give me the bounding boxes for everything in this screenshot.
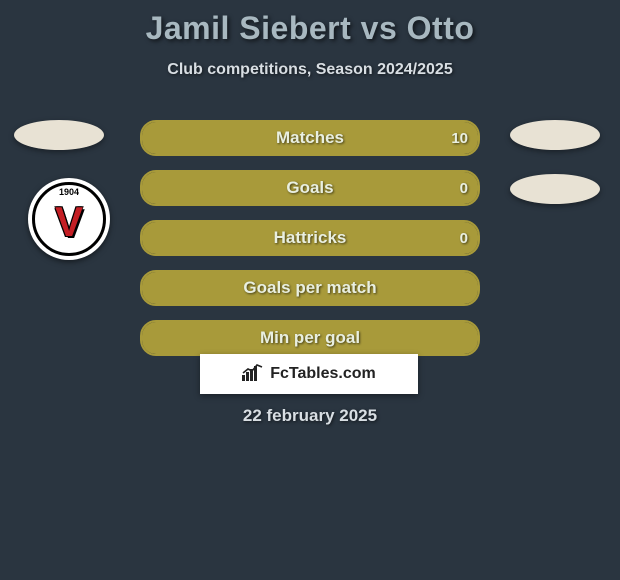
stat-bar: Min per goal: [140, 320, 480, 356]
bar-value-right: 0: [460, 222, 468, 254]
club-year: 1904: [35, 187, 103, 197]
stat-bar: Goals0: [140, 170, 480, 206]
stat-bar: Goals per match: [140, 270, 480, 306]
stat-bar: Matches10: [140, 120, 480, 156]
bar-label: Goals: [142, 172, 478, 204]
bar-value-right: 0: [460, 172, 468, 204]
page-subtitle: Club competitions, Season 2024/2025: [167, 61, 452, 78]
bar-label: Min per goal: [142, 322, 478, 354]
bar-value-right: 10: [451, 122, 468, 154]
club-badge-inner: 1904 V: [32, 182, 106, 256]
stat-bar: Hattricks0: [140, 220, 480, 256]
date-text: 22 february 2025: [243, 406, 377, 425]
infographic-root: Jamil Siebert vs Otto Club competitions,…: [0, 0, 620, 580]
player-avatar-right-2: [510, 174, 600, 204]
bar-label: Hattricks: [142, 222, 478, 254]
chart-icon: [242, 363, 264, 386]
player-avatar-right-1: [510, 120, 600, 150]
player-avatar-left: [14, 120, 104, 150]
bar-label: Matches: [142, 122, 478, 154]
title-row: Jamil Siebert vs Otto: [0, 0, 620, 47]
brand-name: FcTables.com: [270, 365, 376, 383]
club-badge: 1904 V: [28, 178, 110, 260]
bar-label: Goals per match: [142, 272, 478, 304]
date-row: 22 february 2025: [0, 406, 620, 426]
page-title: Jamil Siebert vs Otto: [146, 10, 475, 46]
club-initial: V: [55, 201, 83, 243]
comparison-bars: Matches10Goals0Hattricks0Goals per match…: [140, 120, 480, 370]
subtitle-row: Club competitions, Season 2024/2025: [0, 61, 620, 79]
brand-box: FcTables.com: [200, 354, 418, 394]
